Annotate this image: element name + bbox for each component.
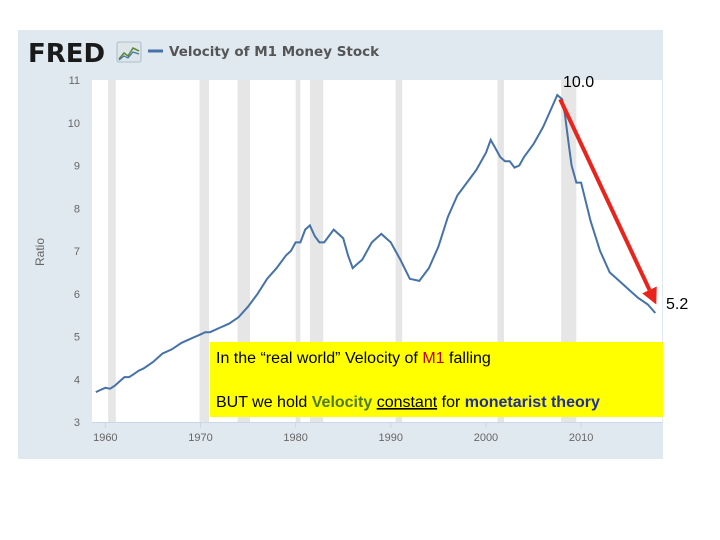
- note-velocity-text: Velocity: [312, 394, 373, 411]
- y-tick-label: 5: [74, 332, 80, 344]
- x-tick-label: 1970: [188, 432, 212, 444]
- chart-title: Velocity of M1 Money Stock: [169, 44, 380, 60]
- note-m1-text: M1: [422, 350, 444, 367]
- x-tick-label: 1990: [379, 432, 403, 444]
- note-constant-text: constant: [377, 394, 438, 411]
- x-tick-label: 2010: [569, 432, 593, 444]
- y-tick-label: 3: [74, 417, 80, 429]
- recession-band: [108, 80, 116, 422]
- chart-logo-icon: [117, 42, 141, 62]
- fred-logo-text: FRED: [28, 39, 105, 69]
- y-tick-label: 9: [74, 161, 80, 173]
- x-tick-label: 1980: [283, 432, 307, 444]
- y-axis-label: Ratio: [33, 238, 47, 266]
- note-line-2-prefix: BUT we hold: [216, 394, 312, 411]
- x-tick-label: 2000: [474, 432, 498, 444]
- y-tick-label: 11: [69, 75, 80, 87]
- y-tick-label: 10: [68, 118, 80, 130]
- x-tick-label: 1960: [93, 432, 117, 444]
- legend-item: Velocity of M1 Money Stock: [148, 44, 380, 60]
- note-line-1-prefix: In the “real world” Velocity of: [216, 350, 422, 367]
- y-tick-label: 7: [74, 246, 80, 258]
- end-value-label: 5.2: [666, 296, 688, 313]
- note-line-1-suffix: falling: [445, 350, 491, 367]
- note-line-1: In the “real world” Velocity of M1 falli…: [216, 350, 491, 367]
- note-box: In the “real world” Velocity of M1 falli…: [210, 342, 663, 417]
- y-tick-label: 4: [74, 374, 80, 386]
- note-line-2-mid: for: [437, 394, 465, 411]
- recession-band: [200, 80, 210, 422]
- y-tick-label: 8: [74, 203, 80, 215]
- y-tick-label: 6: [74, 289, 80, 301]
- note-line-2: BUT we hold Velocity constant for moneta…: [216, 394, 600, 411]
- start-value-label: 10.0: [563, 74, 594, 91]
- note-theory-text: monetarist theory: [465, 394, 600, 411]
